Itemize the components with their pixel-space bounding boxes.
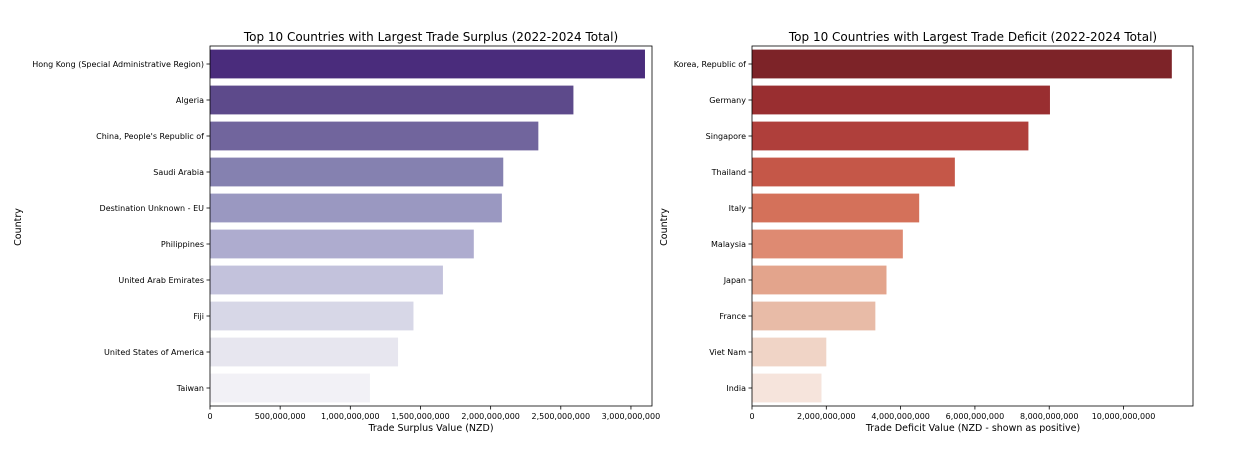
- surplus-xtick-label: 2,500,000,000: [532, 412, 591, 421]
- surplus-chart-title: Top 10 Countries with Largest Trade Surp…: [243, 30, 618, 44]
- surplus-chart: Top 10 Countries with Largest Trade Surp…: [13, 30, 660, 434]
- surplus-ytick-label: China, People's Republic of: [96, 132, 204, 141]
- surplus-bar: [210, 229, 474, 259]
- surplus-ytick-label: Hong Kong (Special Administrative Region…: [32, 60, 204, 69]
- surplus-bar: [210, 85, 574, 115]
- surplus-xtick-label: 2,000,000,000: [461, 412, 520, 421]
- deficit-ytick-label: Italy: [729, 204, 747, 213]
- deficit-xtick-label: 10,000,000,000: [1092, 412, 1156, 421]
- surplus-bar: [210, 49, 645, 79]
- deficit-bar: [752, 301, 876, 331]
- deficit-xtick-label: 4,000,000,000: [871, 412, 930, 421]
- deficit-ytick-label: Korea, Republic of: [674, 60, 746, 69]
- deficit-chart-ylabel: Country: [659, 208, 670, 246]
- surplus-xtick-label: 0: [207, 412, 212, 421]
- surplus-ytick-label: Saudi Arabia: [153, 168, 204, 177]
- deficit-chart-title: Top 10 Countries with Largest Trade Defi…: [788, 30, 1157, 44]
- surplus-ytick-label: Taiwan: [176, 384, 204, 393]
- deficit-ytick-label: Japan: [723, 276, 746, 285]
- deficit-bar: [752, 49, 1172, 79]
- surplus-bar: [210, 265, 443, 295]
- deficit-bar: [752, 157, 955, 187]
- surplus-ytick-label: United States of America: [104, 348, 204, 357]
- deficit-xtick-label: 2,000,000,000: [797, 412, 856, 421]
- surplus-bar: [210, 301, 414, 331]
- surplus-chart-xlabel: Trade Surplus Value (NZD): [367, 423, 493, 434]
- surplus-bar: [210, 193, 502, 223]
- surplus-bar: [210, 373, 370, 403]
- deficit-ytick-label: Thailand: [711, 168, 746, 177]
- surplus-bar: [210, 157, 504, 187]
- deficit-ytick-label: Malaysia: [711, 240, 746, 249]
- surplus-ytick-label: Philippines: [161, 240, 204, 249]
- surplus-ytick-label: Algeria: [176, 96, 204, 105]
- surplus-xtick-label: 1,000,000,000: [321, 412, 380, 421]
- deficit-chart: Top 10 Countries with Largest Trade Defi…: [659, 30, 1194, 434]
- deficit-chart-xlabel: Trade Deficit Value (NZD - shown as posi…: [865, 423, 1080, 434]
- surplus-ytick-label: Fiji: [193, 312, 204, 321]
- deficit-ytick-label: Germany: [709, 96, 746, 105]
- surplus-bar: [210, 337, 399, 367]
- deficit-ytick-label: Viet Nam: [709, 348, 746, 357]
- deficit-bar: [752, 265, 887, 295]
- surplus-ytick-label: United Arab Emirates: [118, 276, 204, 285]
- deficit-bar: [752, 121, 1029, 151]
- deficit-bar: [752, 193, 920, 223]
- surplus-xtick-label: 500,000,000: [255, 412, 306, 421]
- surplus-xtick-label: 3,000,000,000: [602, 412, 661, 421]
- surplus-plot-frame: [209, 45, 653, 407]
- deficit-ytick-label: Singapore: [706, 132, 746, 141]
- deficit-ytick-label: France: [719, 312, 746, 321]
- surplus-ytick-label: Destination Unknown - EU: [100, 204, 205, 213]
- surplus-chart-ylabel: Country: [13, 208, 24, 246]
- surplus-xtick-label: 1,500,000,000: [391, 412, 450, 421]
- deficit-bar: [752, 373, 822, 403]
- deficit-xtick-label: 6,000,000,000: [946, 412, 1005, 421]
- deficit-xtick-label: 8,000,000,000: [1020, 412, 1079, 421]
- deficit-ytick-label: India: [726, 384, 746, 393]
- surplus-bar: [210, 121, 539, 151]
- deficit-bar: [752, 229, 903, 259]
- deficit-xtick-label: 0: [749, 412, 754, 421]
- deficit-bar: [752, 337, 827, 367]
- deficit-bar: [752, 85, 1050, 115]
- deficit-plot-frame: [751, 45, 1194, 407]
